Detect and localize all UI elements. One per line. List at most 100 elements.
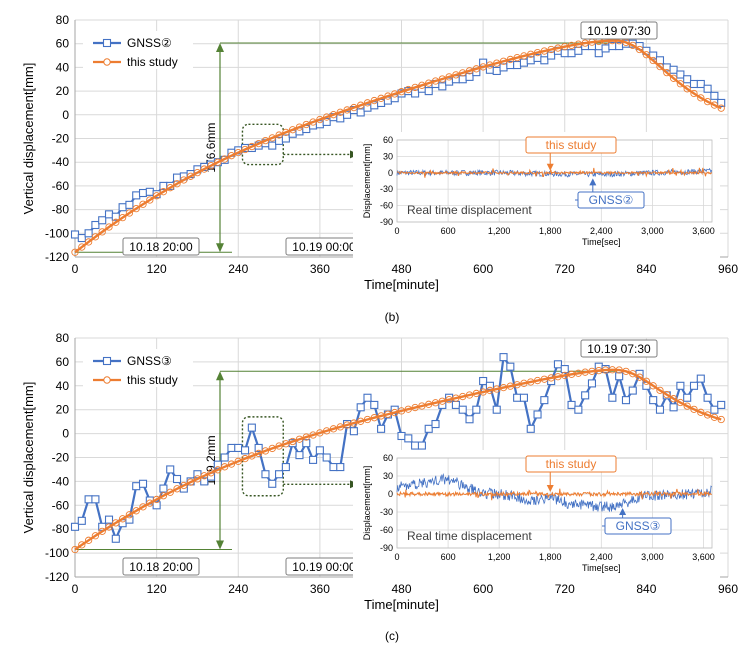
study-series-point (357, 417, 365, 425)
gnss-series-point (492, 66, 501, 76)
study-series-point (506, 382, 514, 390)
gnss-series-point (417, 441, 426, 450)
start-time-label-box (122, 237, 200, 256)
y-tick-label: 80 (56, 13, 70, 27)
study-series-point (499, 383, 508, 392)
study-series-point (588, 367, 596, 375)
gnss-series-point (118, 203, 127, 212)
study-series-point (710, 101, 719, 109)
study-series-point (268, 134, 276, 142)
study-series-point (656, 62, 664, 71)
study-series-point (642, 51, 651, 59)
x-tick-label: 120 (147, 262, 167, 276)
gnss-series-point (669, 65, 678, 74)
legend-swatch-marker (102, 38, 112, 48)
gnss-series-point (540, 56, 549, 65)
study-series-point (717, 415, 725, 424)
gnss-series-point (689, 79, 699, 89)
chart-panel-b: 0 120 240 360 480 600 720 840 960-120-100-80-60-… (21, 13, 738, 324)
study-series-point (329, 111, 338, 119)
study-series-point (343, 421, 351, 429)
study-series-point (377, 412, 385, 420)
y-tick-label: -60 (52, 179, 70, 193)
gnss-series-point (581, 391, 590, 400)
study-series-point (656, 386, 664, 394)
gnss-series-point (506, 362, 515, 371)
x-tick-label: 0 (72, 262, 79, 276)
study-series-point (112, 218, 120, 226)
inset-y-tick-label: 30 (383, 151, 393, 161)
study-series-point (465, 391, 474, 399)
study-series-point (690, 405, 698, 413)
y-tick-label: -20 (52, 451, 70, 465)
study-series-point (350, 103, 358, 112)
study-series-point (173, 485, 181, 493)
gnss-series-point (111, 534, 120, 543)
gnss-series-point (281, 463, 290, 472)
study-series-point (200, 472, 208, 480)
study-series-point (697, 94, 705, 102)
study-series-point (479, 63, 487, 71)
inset-study-series-line (397, 167, 713, 178)
gnss-series-point (152, 501, 161, 510)
study-series-point (105, 223, 113, 231)
study-series-point (703, 411, 712, 419)
study-series-point (78, 541, 86, 549)
gnss-callout-arrowhead (589, 178, 597, 186)
study-series-point (255, 139, 263, 148)
study-series-point (363, 415, 372, 424)
gnss-series-point (560, 49, 569, 58)
study-series-point (520, 52, 528, 60)
gnss-series-point (281, 134, 290, 143)
gnss-series-point (676, 381, 685, 390)
gnss-series-point (547, 51, 556, 60)
study-series-point (486, 61, 494, 69)
legend-swatch-marker (103, 376, 111, 384)
gnss-series-point (77, 233, 86, 243)
gnss-series-point (84, 495, 93, 504)
gnss-series-point (526, 424, 535, 433)
x-tick-label: 360 (310, 262, 330, 276)
legend: GNSS③ this study (83, 349, 193, 387)
study-series-point (118, 515, 127, 523)
study-series-point (547, 45, 555, 54)
study-series-point (615, 366, 623, 374)
y-tick-label: -60 (52, 498, 70, 512)
study-series-point (690, 89, 698, 98)
study-series-point (527, 50, 535, 58)
study-series-point (431, 399, 440, 407)
y-tick-label: 80 (56, 331, 70, 345)
gnss-callout-arrowhead (619, 508, 627, 516)
study-series-point (581, 368, 589, 376)
gnss-series-point (132, 191, 141, 200)
study-series-point (683, 85, 691, 93)
gnss-series-point (172, 474, 182, 484)
study-series-point (71, 248, 79, 256)
gnss-series-point (465, 72, 474, 81)
gnss-series-point (234, 443, 243, 452)
study-series-point (397, 407, 406, 415)
study-series-point (295, 435, 304, 443)
inset-y-tick-label: 0 (388, 168, 393, 178)
gnss-series-point (356, 108, 365, 117)
gnss-series-point (309, 455, 318, 464)
x-tick-label: 240 (228, 582, 248, 596)
inset-x-tick-label: 2,400 (590, 226, 613, 236)
study-series-point (404, 405, 412, 413)
peak-time-label-box (580, 21, 658, 40)
study-series-point (669, 395, 678, 403)
study-series-point (472, 389, 480, 398)
study-series-point (282, 440, 290, 448)
study-series-point (493, 385, 501, 393)
gnss-series-point (336, 463, 345, 472)
gnss-series-point (84, 229, 93, 238)
gnss-series-point (411, 89, 420, 98)
gnss-series-point (104, 515, 114, 524)
gnss-series-point (275, 470, 284, 479)
study-series-point (676, 398, 685, 407)
study-series-point (574, 40, 583, 48)
gnss-series-point (363, 393, 372, 402)
study-callout-label: this study (546, 138, 597, 152)
x-tick-label: 720 (555, 262, 575, 276)
